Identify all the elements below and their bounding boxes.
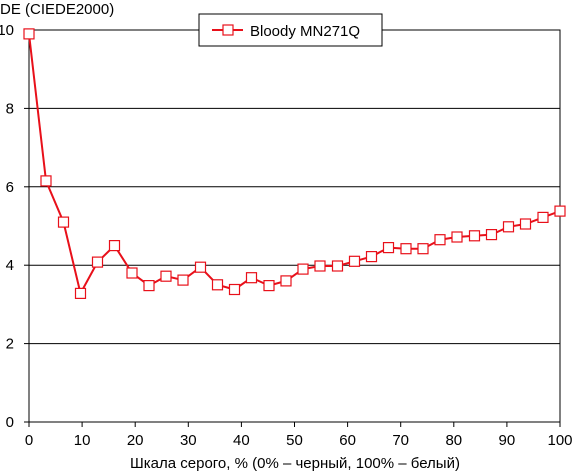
data-point (400, 243, 412, 255)
x-tick-label: 60 (339, 432, 356, 449)
data-point (160, 270, 172, 282)
data-point (417, 243, 429, 255)
x-tick-label: 0 (25, 432, 33, 449)
y-tick-label: 8 (6, 100, 14, 117)
x-axis-ticks: 0 10 20 30 40 50 60 70 80 90 100 (25, 422, 573, 449)
legend-label: Bloody MN271Q (250, 23, 360, 40)
data-point (331, 260, 344, 272)
data-point (211, 279, 224, 291)
data-point (348, 255, 361, 267)
x-tick-label: 80 (445, 432, 462, 449)
x-tick-label: 100 (547, 432, 572, 449)
x-tick-label: 10 (74, 432, 91, 449)
data-point (297, 263, 309, 275)
y-tick-label: 6 (6, 179, 14, 196)
plot-area (28, 29, 561, 423)
data-point (537, 211, 549, 223)
x-axis-label: Шкала серого, % (0% – черный, 100% – бел… (130, 455, 460, 472)
grid-lines (29, 107, 560, 345)
data-point (468, 230, 481, 242)
data-point (108, 240, 121, 252)
y-tick-label: 0 (6, 414, 14, 431)
y-axis-label: DE (CIEDE2000) (0, 1, 114, 18)
data-point (177, 274, 189, 286)
data-point (382, 242, 395, 254)
data-point (314, 260, 326, 272)
data-point (74, 287, 87, 299)
data-point (40, 175, 52, 187)
x-tick-label: 40 (233, 432, 250, 449)
data-point (57, 216, 70, 228)
legend: Bloody MN271Q (198, 13, 383, 47)
data-point (126, 267, 138, 279)
y-axis-ticks: 0 2 4 6 8 10 (0, 22, 29, 431)
x-tick-label: 70 (392, 432, 409, 449)
x-tick-label: 20 (127, 432, 144, 449)
data-point (519, 218, 532, 230)
data-point (228, 283, 241, 296)
series-layer (23, 28, 566, 299)
data-point (365, 251, 378, 263)
data-point (451, 231, 463, 243)
x-tick-label: 90 (499, 432, 516, 449)
legend-marker (222, 24, 234, 36)
data-point (23, 28, 35, 40)
series-line (28, 33, 561, 297)
data-point (434, 234, 446, 246)
data-point (554, 205, 566, 217)
data-point (91, 256, 104, 268)
y-tick-label: 10 (0, 22, 14, 39)
data-point (502, 221, 515, 233)
data-point (194, 261, 207, 273)
y-tick-label: 4 (6, 257, 14, 274)
data-point (485, 229, 498, 241)
data-point (263, 280, 275, 292)
data-point (280, 275, 292, 287)
x-tick-label: 30 (180, 432, 197, 449)
data-point (143, 280, 155, 292)
y-tick-label: 2 (6, 336, 14, 353)
x-tick-label: 50 (286, 432, 303, 449)
data-point (245, 272, 258, 284)
